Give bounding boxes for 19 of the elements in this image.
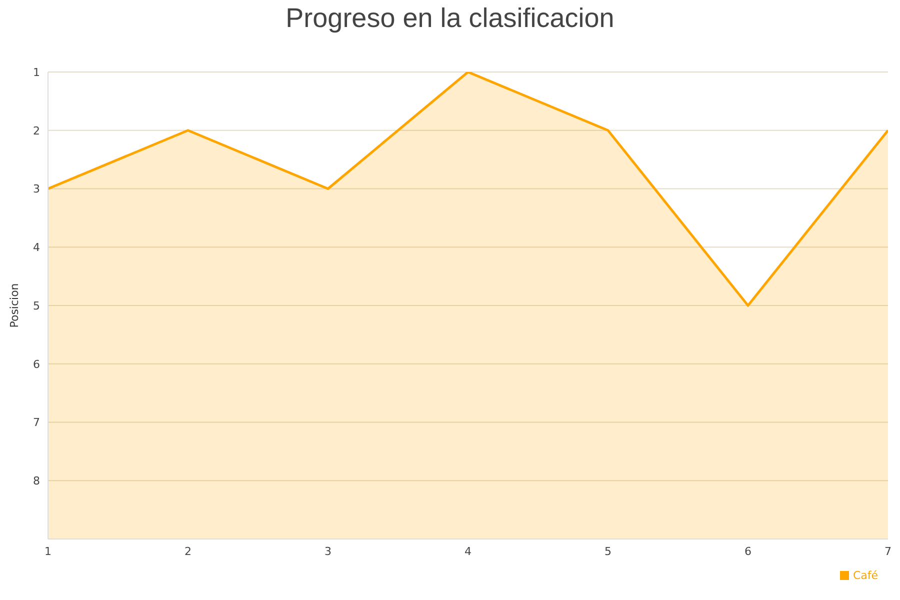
y-tick-label: 2	[33, 124, 40, 138]
chart-title: Progreso en la clasificacion	[284, 3, 616, 35]
y-tick-label: 8	[33, 474, 40, 488]
legend-label: Café	[852, 569, 878, 582]
x-tick-label: 1	[44, 544, 52, 558]
y-axis-title: Posicion	[8, 283, 21, 328]
y-tick-label: 5	[33, 299, 40, 312]
x-tick-label: 2	[184, 544, 192, 558]
y-tick-label: 1	[33, 66, 40, 79]
x-tick-label: 7	[884, 544, 892, 558]
line-series	[48, 72, 888, 307]
x-tick-label: 5	[604, 544, 612, 558]
x-tick-label: 4	[464, 544, 472, 558]
y-tick-label: 4	[33, 241, 40, 254]
x-tick-label: 6	[744, 544, 752, 558]
y-tick-label: 3	[33, 182, 40, 196]
y-tick-label: 6	[33, 358, 40, 371]
y-tick-label: 7	[33, 416, 40, 430]
x-tick-label: 3	[324, 544, 332, 558]
